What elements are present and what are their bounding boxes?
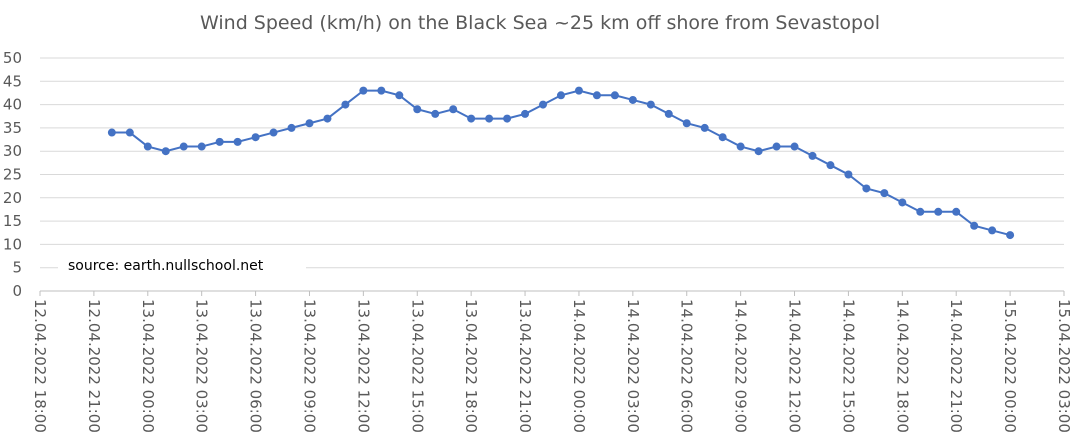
data-point: [754, 147, 763, 156]
x-tick-label: 14.04.2022 03:00: [624, 299, 642, 433]
x-tick-label: 14.04.2022 06:00: [678, 299, 696, 433]
data-point: [880, 189, 889, 198]
data-point: [916, 207, 925, 216]
series-wind-speed: [107, 86, 1015, 240]
y-tick-label: 50: [3, 49, 22, 67]
series-line: [111, 89, 1011, 237]
data-point: [736, 142, 745, 151]
data-point: [377, 86, 386, 95]
data-point: [125, 128, 134, 137]
data-point: [161, 147, 170, 156]
x-tick-label: 14.04.2022 21:00: [947, 299, 965, 433]
y-tick-label: 30: [3, 142, 22, 160]
data-point: [215, 137, 224, 146]
x-tick-label: 12.04.2022 21:00: [85, 299, 103, 433]
x-tick-label: 14.04.2022 00:00: [570, 299, 588, 433]
y-tick-label: 45: [3, 72, 22, 90]
data-point: [251, 133, 260, 142]
data-point: [431, 109, 440, 118]
data-point: [539, 100, 548, 109]
data-point: [269, 128, 278, 137]
data-point: [467, 114, 476, 123]
x-tick-label: 14.04.2022 12:00: [786, 299, 804, 433]
data-point: [143, 142, 152, 151]
x-tick-label: 15.04.2022 00:00: [1001, 299, 1019, 433]
x-tick-label: 14.04.2022 15:00: [839, 299, 857, 433]
y-tick-label: 35: [3, 119, 22, 137]
x-tick-label: 13.04.2022 09:00: [300, 299, 318, 433]
data-point: [808, 151, 817, 160]
annotation-box: [58, 248, 306, 282]
x-tick-label: 12.04.2022 18:00: [31, 299, 49, 433]
data-point: [646, 100, 655, 109]
x-tick-label: 13.04.2022 03:00: [193, 299, 211, 433]
y-tick-label: 25: [3, 166, 22, 184]
data-point: [844, 170, 853, 179]
data-point: [323, 114, 332, 123]
data-point: [610, 91, 619, 100]
data-point: [970, 221, 979, 230]
data-point: [628, 95, 637, 104]
x-tick-label: 15.04.2022 03:00: [1055, 299, 1073, 433]
x-tick-label: 13.04.2022 15:00: [408, 299, 426, 433]
x-tick-label: 13.04.2022 18:00: [462, 299, 480, 433]
x-tick-label: 14.04.2022 09:00: [732, 299, 750, 433]
x-tick-label: 13.04.2022 12:00: [354, 299, 372, 433]
y-tick-label: 5: [12, 259, 22, 277]
data-point: [574, 86, 583, 95]
data-point: [395, 91, 404, 100]
data-point: [592, 91, 601, 100]
data-point: [862, 184, 871, 193]
data-point: [1006, 231, 1015, 240]
data-point: [287, 123, 296, 132]
data-point: [107, 128, 116, 137]
data-point: [790, 142, 799, 151]
y-axis-ticks: 0 5 10 15 20 25 30 35 40 45 50: [3, 49, 22, 300]
y-tick-label: 40: [3, 96, 22, 114]
y-tick-label: 0: [12, 282, 22, 300]
data-point: [233, 137, 242, 146]
x-tick-label: 13.04.2022 00:00: [139, 299, 157, 433]
data-point: [449, 105, 458, 114]
y-tick-label: 10: [3, 235, 22, 253]
x-tick-label: 13.04.2022 06:00: [247, 299, 265, 433]
data-point: [521, 109, 530, 118]
data-point: [413, 105, 422, 114]
data-point: [503, 114, 512, 123]
x-axis-ticks: 12.04.2022 18:00 12.04.2022 21:00 13.04.20…: [31, 291, 1073, 433]
y-tick-label: 15: [3, 212, 22, 230]
data-point: [305, 119, 314, 128]
data-point: [556, 91, 565, 100]
data-point: [485, 114, 494, 123]
data-point: [988, 226, 997, 235]
data-point: [952, 207, 961, 216]
source-annotation: source: earth.nullschool.net: [68, 258, 264, 274]
data-point: [934, 207, 943, 216]
data-point: [826, 161, 835, 170]
data-point: [682, 119, 691, 128]
data-point: [700, 123, 709, 132]
data-point: [341, 100, 350, 109]
x-tick-label: 13.04.2022 21:00: [516, 299, 534, 433]
data-point: [718, 133, 727, 142]
data-point: [197, 142, 206, 151]
data-point: [898, 198, 907, 207]
x-tick-label: 14.04.2022 18:00: [893, 299, 911, 433]
y-tick-label: 20: [3, 189, 22, 207]
data-point: [772, 142, 781, 151]
data-point: [664, 109, 673, 118]
chart-title: Wind Speed (km/h) on the Black Sea ~25 k…: [200, 12, 880, 34]
data-point: [359, 86, 368, 95]
data-point: [179, 142, 188, 151]
